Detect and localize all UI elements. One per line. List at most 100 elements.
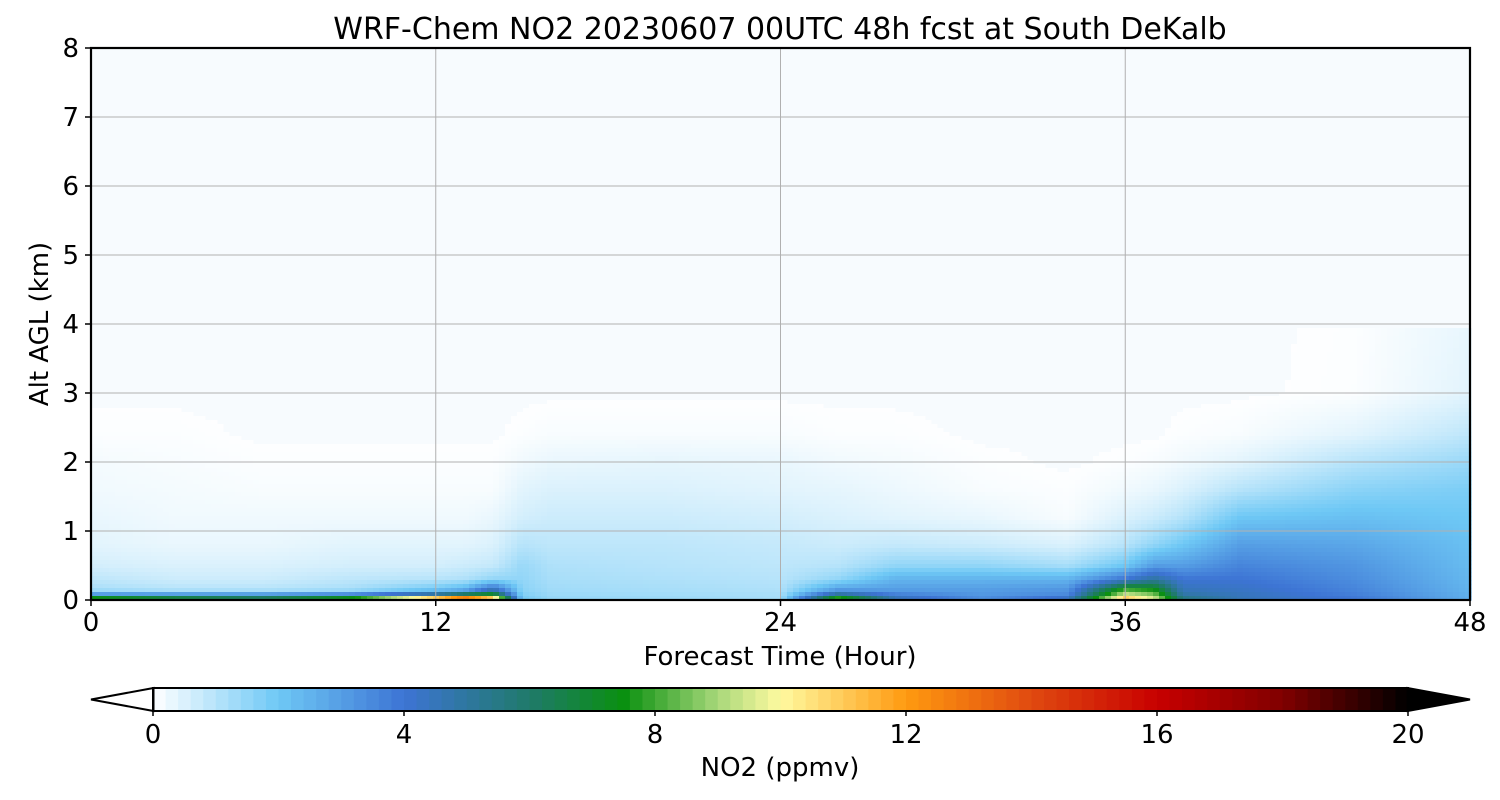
heatmap-cell — [145, 448, 152, 453]
heatmap-cell — [529, 456, 536, 461]
heatmap-cell — [721, 596, 728, 601]
heatmap-cell — [349, 496, 356, 501]
heatmap-cell — [247, 584, 254, 589]
heatmap-cell — [649, 440, 656, 445]
heatmap-cell — [673, 480, 680, 485]
heatmap-cell — [265, 548, 272, 553]
heatmap-cell — [433, 532, 440, 537]
heatmap-cell — [127, 556, 134, 561]
heatmap-cell — [661, 572, 668, 577]
heatmap-cell — [685, 568, 692, 573]
heatmap-cell — [133, 568, 140, 573]
heatmap-cell — [103, 408, 110, 413]
heatmap-cell — [193, 512, 200, 517]
heatmap-cell — [355, 568, 362, 573]
heatmap-cell — [121, 468, 128, 473]
heatmap-cell — [511, 568, 518, 573]
heatmap-cell — [421, 552, 428, 557]
heatmap-cell — [187, 544, 194, 549]
heatmap-cell — [691, 412, 698, 417]
heatmap-cell — [151, 548, 158, 553]
heatmap-cell — [715, 468, 722, 473]
heatmap-cell — [385, 480, 392, 485]
heatmap-cell — [637, 576, 644, 581]
heatmap-cell — [481, 528, 488, 533]
heatmap-cell — [307, 576, 314, 581]
heatmap-cell — [151, 416, 158, 421]
heatmap-cell — [463, 588, 470, 593]
heatmap-cell — [259, 584, 266, 589]
heatmap-cell — [655, 488, 662, 493]
heatmap-cell — [577, 556, 584, 561]
heatmap-cell — [271, 588, 278, 593]
heatmap-cell — [733, 516, 740, 521]
heatmap-cell — [751, 432, 758, 437]
heatmap-cell — [487, 588, 494, 593]
heatmap-cell — [379, 484, 386, 489]
heatmap-cell — [559, 560, 566, 565]
heatmap-cell — [121, 428, 128, 433]
heatmap-cell — [481, 484, 488, 489]
heatmap-cell — [583, 580, 590, 585]
heatmap-cell — [583, 488, 590, 493]
heatmap-cell — [169, 564, 176, 569]
heatmap-cell — [745, 508, 752, 513]
heatmap-cell — [91, 464, 98, 469]
heatmap-cell — [133, 416, 140, 421]
heatmap-cell — [181, 500, 188, 505]
heatmap-cell — [529, 564, 536, 569]
heatmap-cell — [157, 504, 164, 509]
heatmap-cell — [655, 540, 662, 545]
heatmap-cell — [433, 492, 440, 497]
heatmap-cell — [283, 484, 290, 489]
heatmap-cell — [745, 544, 752, 549]
heatmap-cell — [661, 548, 668, 553]
heatmap-cell — [193, 532, 200, 537]
heatmap-cell — [601, 420, 608, 425]
heatmap-cell — [175, 560, 182, 565]
heatmap-cell — [313, 528, 320, 533]
heatmap-cell — [637, 480, 644, 485]
heatmap-cell — [103, 580, 110, 585]
heatmap-cell — [253, 556, 260, 561]
heatmap-cell — [679, 504, 686, 509]
heatmap-cell — [361, 456, 368, 461]
heatmap-cell — [259, 548, 266, 553]
heatmap-cell — [271, 488, 278, 493]
heatmap-cell — [589, 572, 596, 577]
heatmap-cell — [415, 532, 422, 537]
heatmap-cell — [667, 424, 674, 429]
heatmap-cell — [673, 516, 680, 521]
heatmap-cell — [127, 576, 134, 581]
heatmap-cell — [703, 556, 710, 561]
heatmap-cell — [625, 408, 632, 413]
heatmap-cell — [193, 484, 200, 489]
heatmap-cell — [187, 512, 194, 517]
heatmap-cell — [607, 520, 614, 525]
heatmap-cell — [757, 504, 764, 509]
heatmap-cell — [631, 584, 638, 589]
heatmap-cell — [691, 444, 698, 449]
heatmap-cell — [397, 592, 404, 597]
heatmap-cell — [475, 560, 482, 565]
heatmap-cell — [349, 488, 356, 493]
heatmap-cell — [565, 440, 572, 445]
heatmap-cell — [271, 508, 278, 513]
heatmap-cell — [595, 452, 602, 457]
heatmap-cell — [229, 488, 236, 493]
heatmap-cell — [541, 512, 548, 517]
heatmap-cell — [475, 468, 482, 473]
heatmap-cell — [409, 476, 416, 481]
heatmap-cell — [649, 492, 656, 497]
heatmap-cell — [475, 532, 482, 537]
heatmap-cell — [751, 560, 758, 565]
heatmap-cell — [751, 580, 758, 585]
heatmap-cell — [253, 560, 260, 565]
heatmap-cell — [115, 528, 122, 533]
heatmap-cell — [343, 560, 350, 565]
heatmap-cell — [343, 508, 350, 513]
heatmap-cell — [643, 420, 650, 425]
heatmap-cell — [373, 480, 380, 485]
heatmap-cell — [151, 452, 158, 457]
heatmap-cell — [343, 480, 350, 485]
